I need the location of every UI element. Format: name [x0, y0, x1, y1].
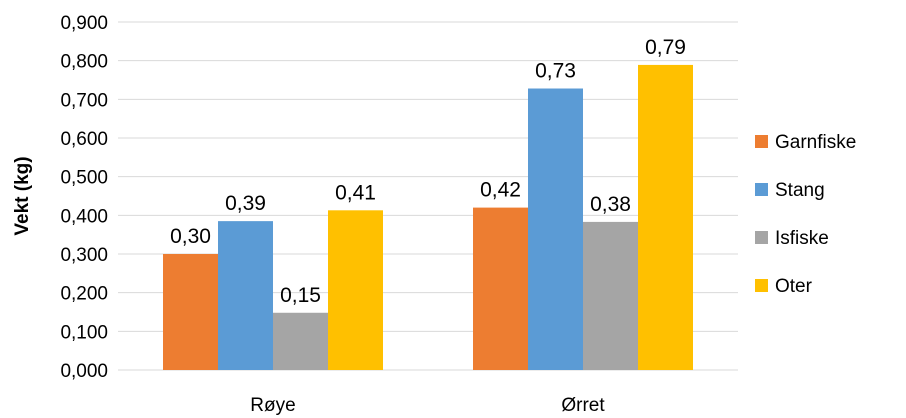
- y-tick-label: 0,200: [60, 284, 108, 305]
- legend-swatch: [755, 231, 768, 244]
- data-label: 0,38: [590, 193, 631, 216]
- bar-isfiske-2: [583, 221, 638, 370]
- y-tick-label: 0,500: [60, 168, 108, 189]
- data-label: 0,30: [170, 225, 211, 248]
- y-tick-label: 0,100: [60, 322, 108, 343]
- data-label: 0,79: [645, 36, 686, 59]
- data-label: 0,15: [280, 284, 321, 307]
- data-label: 0,42: [480, 179, 521, 202]
- bar-oter-1: [328, 210, 383, 370]
- data-label: 0,41: [335, 181, 376, 204]
- x-axis-ticks: Røye Ørret: [250, 395, 605, 416]
- y-tick-label: 0,000: [60, 361, 108, 382]
- legend: Garnfiske Stang Isfiske Oter: [755, 132, 856, 297]
- y-tick-label: 0,900: [60, 13, 108, 34]
- legend-swatch: [755, 135, 768, 148]
- bar-oter-2: [638, 64, 693, 371]
- y-tick-label: 0,800: [60, 52, 108, 73]
- bars: [163, 64, 693, 371]
- legend-swatch: [755, 183, 768, 196]
- y-tick-label: 0,300: [60, 245, 108, 266]
- bar-stang-1: [218, 221, 273, 370]
- x-tick-label: Ørret: [561, 395, 605, 416]
- data-label: 0,39: [225, 192, 266, 215]
- y-tick-label: 0,600: [60, 129, 108, 150]
- legend-label: Stang: [775, 180, 825, 201]
- bar-isfiske-1: [273, 312, 328, 370]
- data-label: 0,73: [535, 60, 576, 83]
- legend-label: Oter: [775, 276, 813, 297]
- data-labels: 0,30 0,39 0,15 0,41 0,42 0,73 0,38 0,79: [170, 36, 686, 307]
- bar-stang-2: [528, 88, 583, 371]
- x-tick-label: Røye: [250, 395, 295, 416]
- legend-label: Isfiske: [775, 228, 829, 249]
- y-tick-label: 0,400: [60, 206, 108, 227]
- bar-garnfiske-2: [473, 207, 528, 370]
- legend-label: Garnfiske: [775, 132, 856, 153]
- y-axis-ticks: 0,000 0,100 0,200 0,300 0,400 0,500 0,600 0,700…: [60, 13, 108, 382]
- y-axis-title: Vekt (kg): [12, 156, 33, 235]
- legend-swatch: [755, 279, 768, 292]
- y-tick-label: 0,700: [60, 90, 108, 111]
- bar-garnfiske-1: [163, 254, 218, 370]
